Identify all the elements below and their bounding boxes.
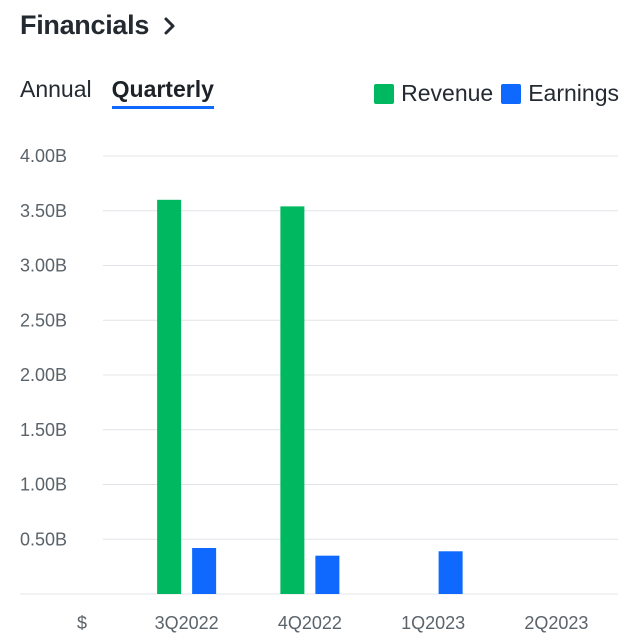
bar-earnings xyxy=(315,555,340,594)
financials-link[interactable]: Financials xyxy=(20,10,177,41)
x-tick-label: 2Q2023 xyxy=(524,613,588,633)
legend-label-earnings: Earnings xyxy=(528,80,619,106)
bar-earnings xyxy=(438,551,463,594)
earnings-swatch xyxy=(501,83,522,104)
y-tick-label: 3.00B xyxy=(20,256,67,276)
x-tick-label: 4Q2022 xyxy=(278,613,342,633)
x-tick-label: 3Q2022 xyxy=(155,613,219,633)
unit-label: $ xyxy=(77,613,87,633)
bar-revenue xyxy=(157,199,182,595)
y-tick-label: 2.00B xyxy=(20,365,67,385)
section-title: Financials xyxy=(20,10,150,40)
y-tick-label: 1.50B xyxy=(20,420,67,440)
y-tick-label: 3.50B xyxy=(20,201,67,221)
bar-earnings xyxy=(192,548,217,594)
x-tick-label: 1Q2023 xyxy=(401,613,465,633)
bar-revenue xyxy=(280,206,305,594)
y-tick-label: 1.00B xyxy=(20,475,67,495)
y-tick-label: 4.00B xyxy=(20,146,67,166)
y-tick-label: 0.50B xyxy=(20,529,67,549)
y-tick-label: 2.50B xyxy=(20,310,67,330)
legend-label-revenue: Revenue xyxy=(401,80,494,106)
legend-item-earnings[interactable]: Earnings xyxy=(501,80,619,107)
tab-quarterly[interactable]: Quarterly xyxy=(111,76,214,109)
tab-annual[interactable]: Annual xyxy=(20,76,92,102)
chart-legend: Revenue Earnings xyxy=(374,80,619,107)
legend-item-revenue[interactable]: Revenue xyxy=(374,80,493,107)
chevron-right-icon xyxy=(164,17,175,34)
period-tabs: Annual Quarterly xyxy=(20,76,214,109)
revenue-swatch xyxy=(374,83,395,104)
